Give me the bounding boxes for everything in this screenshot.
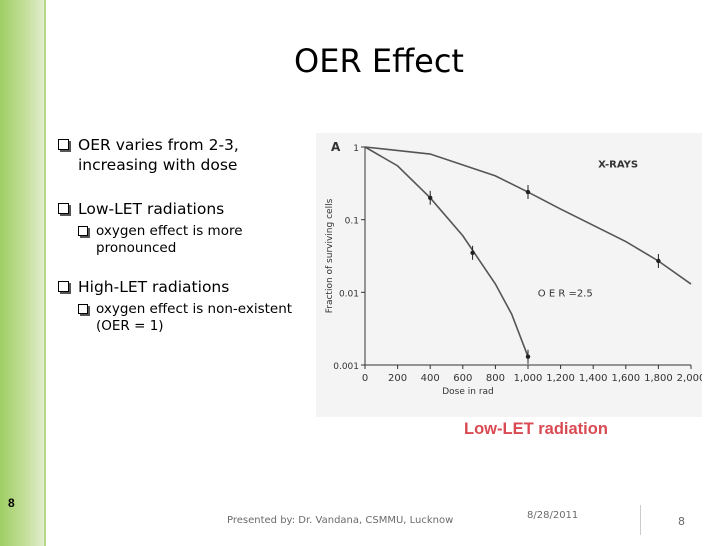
figure-caption: Low-LET radiation <box>464 420 608 438</box>
footer-page-number: 8 <box>678 515 685 528</box>
data-point <box>525 354 531 359</box>
checkbox-bullet-icon <box>58 281 69 292</box>
bullet-text: High-LET radiations <box>78 278 230 296</box>
bullet-text: OER varies from 2-3, increasing with dos… <box>78 136 239 174</box>
checkbox-bullet-icon <box>78 304 88 314</box>
x-tick-label: 2,000 <box>677 373 702 384</box>
x-tick-label: 0 <box>362 373 368 384</box>
xrays-annotation: X-RAYS <box>598 160 638 171</box>
oer-annotation: O E R =2.5 <box>538 289 593 300</box>
y-tick-label: 1 <box>353 144 359 154</box>
survival-curve-figure: 0 200 400 600 800 1,000 1,200 1,400 1,600 1,800 2,… <box>316 133 702 417</box>
survival-curve <box>364 146 529 358</box>
sub-bullet-text: oxygen effect is non-existent (OER = 1) <box>96 301 293 334</box>
bullet-item: High-LET radiations <box>58 277 318 297</box>
survival-chart: 0 200 400 600 800 1,000 1,200 1,400 1,600 1,800 2,… <box>325 140 702 397</box>
x-tick-label: 800 <box>486 373 505 384</box>
footer-date: 8/28/2011 <box>527 510 579 521</box>
bullet-item: Low-LET radiations <box>58 199 318 219</box>
sub-bullet-text: oxygen effect is more pronounced <box>96 223 243 256</box>
x-tick-label: 1,800 <box>644 373 673 384</box>
survival-curve <box>364 146 692 285</box>
checkbox-bullet-icon <box>58 203 69 214</box>
data-point <box>656 258 661 264</box>
checkbox-bullet-icon <box>58 139 69 150</box>
slide-title: OER Effect <box>294 42 464 80</box>
x-tick-label: 1,200 <box>546 373 575 384</box>
x-tick-label: 200 <box>388 373 407 384</box>
left-accent-bar <box>0 0 46 546</box>
y-tick-label: 0.01 <box>339 289 359 299</box>
bullet-list: OER varies from 2-3, increasing with dos… <box>58 135 318 355</box>
checkbox-bullet-icon <box>78 226 88 236</box>
data-point <box>470 250 475 255</box>
bullet-text: Low-LET radiations <box>78 200 225 218</box>
x-tick-label: 1,400 <box>579 373 608 384</box>
slide-number-left: 8 <box>8 496 15 510</box>
data-point <box>428 195 433 200</box>
panel-label: A <box>331 140 341 154</box>
footer-divider <box>640 505 641 535</box>
bullet-item: OER varies from 2-3, increasing with dos… <box>58 135 318 175</box>
footer-presenter: Presented by: Dr. Vandana, CSMMU, Luckno… <box>227 515 454 526</box>
x-tick-label: 600 <box>453 373 472 384</box>
x-axis-label: Dose in rad <box>442 387 494 397</box>
y-tick-label: 0.1 <box>345 217 359 227</box>
data-point <box>525 189 531 195</box>
y-axis-label: Fraction of surviving cells <box>325 198 335 313</box>
x-tick-label: 1,600 <box>611 373 640 384</box>
x-tick-label: 400 <box>421 373 440 384</box>
x-tick-label: 1,000 <box>514 373 543 384</box>
sub-bullet-item: oxygen effect is non-existent (OER = 1) <box>58 301 318 335</box>
sub-bullet-item: oxygen effect is more pronounced <box>58 223 318 257</box>
y-tick-label: 0.001 <box>333 362 359 372</box>
